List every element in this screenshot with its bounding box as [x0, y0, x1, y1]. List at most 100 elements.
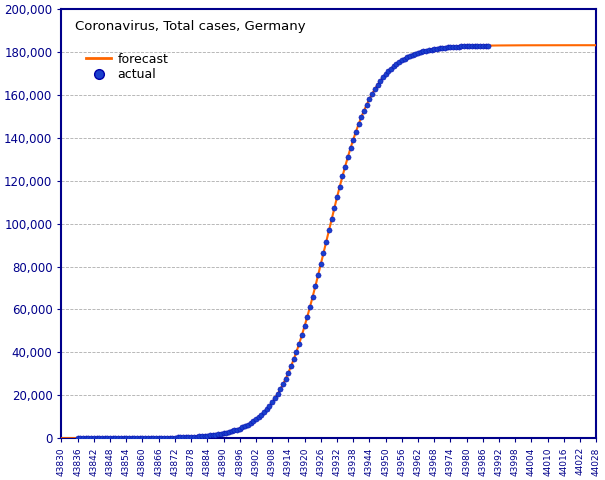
actual: [221, 429, 231, 436]
actual: [211, 431, 220, 439]
actual: [316, 260, 325, 268]
actual: [138, 434, 148, 442]
actual: [481, 42, 491, 49]
actual: [365, 95, 374, 103]
actual: [76, 434, 85, 442]
actual: [302, 313, 312, 321]
actual: [216, 430, 226, 438]
actual: [419, 48, 428, 55]
actual: [97, 434, 107, 442]
actual: [246, 419, 255, 427]
actual: [459, 42, 469, 50]
actual: [165, 434, 174, 442]
actual: [189, 433, 198, 441]
actual: [194, 432, 204, 440]
actual: [105, 434, 115, 442]
actual: [281, 375, 290, 383]
actual: [424, 46, 434, 54]
Text: Coronavirus, Total cases, Germany: Coronavirus, Total cases, Germany: [75, 20, 306, 33]
actual: [370, 85, 380, 93]
actual: [102, 434, 112, 442]
actual: [286, 362, 296, 370]
forecast: [475, 43, 482, 48]
actual: [257, 411, 266, 419]
actual: [203, 432, 212, 440]
actual: [119, 434, 128, 442]
forecast: [274, 391, 281, 396]
actual: [259, 408, 269, 416]
actual: [273, 390, 283, 398]
actual: [319, 249, 329, 257]
actual: [308, 293, 318, 300]
actual: [73, 434, 82, 442]
actual: [299, 323, 309, 330]
actual: [170, 434, 180, 442]
actual: [151, 434, 161, 442]
actual: [92, 434, 102, 442]
actual: [224, 428, 234, 436]
actual: [367, 90, 377, 98]
actual: [127, 434, 137, 442]
actual: [386, 65, 396, 72]
actual: [108, 434, 117, 442]
actual: [89, 434, 99, 442]
actual: [243, 421, 253, 429]
actual: [94, 434, 104, 442]
Legend: forecast, actual: forecast, actual: [81, 48, 173, 86]
actual: [148, 434, 158, 442]
actual: [416, 48, 425, 56]
actual: [270, 395, 280, 402]
actual: [78, 434, 88, 442]
actual: [267, 398, 277, 406]
actual: [218, 430, 228, 437]
actual: [400, 55, 410, 62]
actual: [456, 43, 466, 50]
actual: [100, 434, 110, 442]
actual: [354, 120, 364, 128]
actual: [446, 43, 456, 51]
actual: [378, 73, 388, 81]
actual: [432, 45, 442, 52]
actual: [214, 431, 223, 438]
actual: [430, 45, 439, 53]
actual: [175, 433, 185, 441]
actual: [183, 433, 193, 441]
actual: [135, 434, 145, 442]
forecast: [593, 42, 600, 48]
actual: [113, 434, 123, 442]
actual: [373, 81, 382, 89]
actual: [295, 340, 304, 348]
forecast: [58, 435, 65, 441]
actual: [451, 43, 460, 50]
actual: [384, 67, 393, 75]
forecast: [485, 43, 492, 48]
actual: [116, 434, 126, 442]
actual: [81, 434, 91, 442]
actual: [473, 42, 482, 49]
actual: [235, 425, 244, 432]
actual: [381, 71, 390, 78]
actual: [389, 62, 399, 70]
actual: [391, 60, 401, 68]
actual: [454, 43, 463, 50]
actual: [197, 432, 207, 440]
actual: [340, 163, 350, 170]
actual: [275, 385, 285, 393]
actual: [129, 434, 139, 442]
actual: [154, 434, 163, 442]
actual: [332, 193, 342, 201]
actual: [443, 44, 453, 51]
actual: [146, 434, 155, 442]
actual: [338, 173, 347, 180]
actual: [330, 204, 339, 212]
actual: [465, 42, 474, 50]
actual: [284, 369, 293, 376]
Line: forecast: forecast: [62, 45, 597, 438]
actual: [240, 422, 250, 430]
actual: [262, 405, 272, 413]
actual: [168, 434, 177, 442]
actual: [122, 434, 131, 442]
actual: [159, 434, 169, 442]
actual: [313, 271, 323, 279]
actual: [405, 52, 415, 60]
